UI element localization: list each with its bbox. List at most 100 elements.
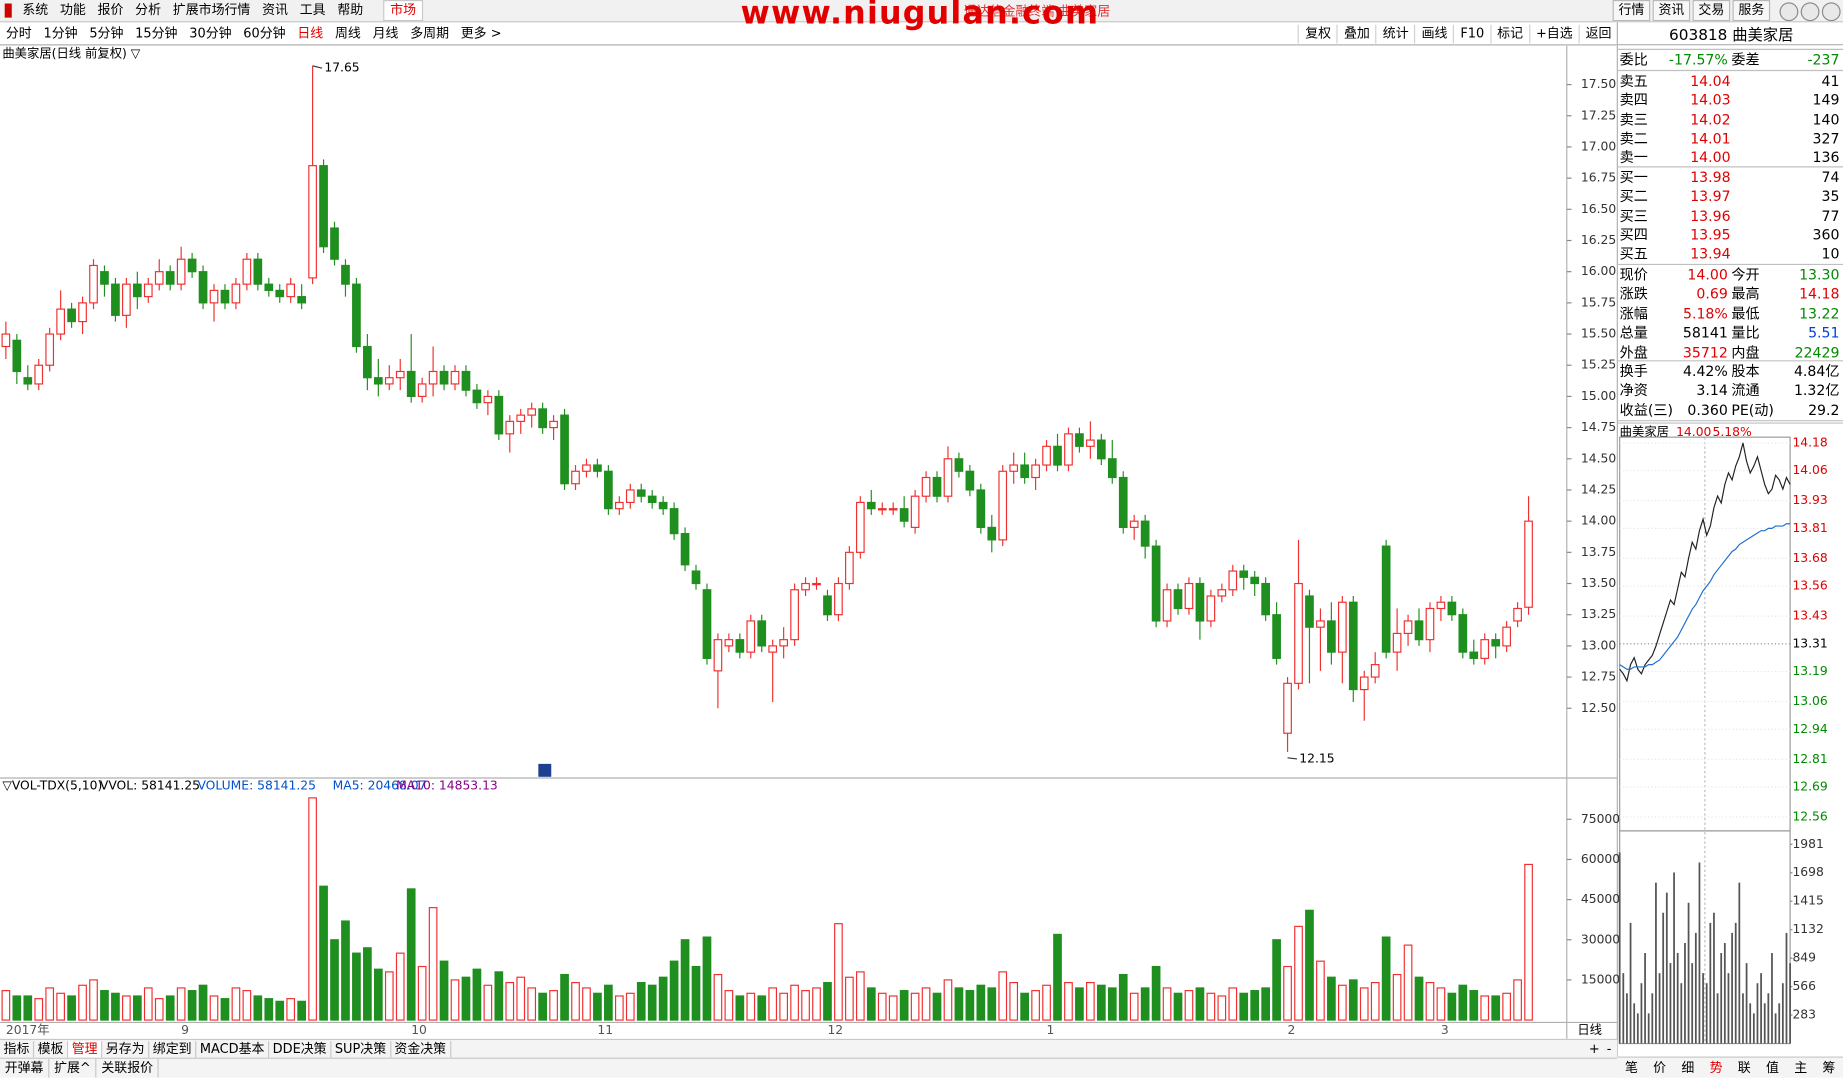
volume-bar: [823, 982, 832, 1021]
menu-item[interactable]: 市场: [383, 0, 424, 22]
menu-button[interactable]: 资讯: [1652, 0, 1691, 22]
window-restore[interactable]: [1800, 2, 1820, 22]
period-tab[interactable]: 月线: [372, 25, 399, 41]
quote-label: 委比: [1619, 51, 1648, 69]
period-tab[interactable]: 更多 >: [460, 25, 502, 41]
indicator-tabs: 指标 模板 管理 另存为 绑定到 MACD基本 DDE决策 SUP决策 资金决策 + -: [0, 1038, 1618, 1058]
candle-body: [812, 582, 821, 586]
bottom-item[interactable]: 关联报价: [97, 1058, 159, 1078]
menu-item[interactable]: 系统: [22, 2, 49, 18]
tool-button[interactable]: 画线: [1414, 24, 1454, 43]
period-tab[interactable]: 15分钟: [135, 25, 178, 41]
period-tab[interactable]: 日线: [297, 25, 324, 41]
window-minimize[interactable]: [1779, 2, 1799, 22]
volume-bar: [319, 885, 328, 1021]
volume-bar: [1075, 987, 1084, 1021]
indicator-tab[interactable]: SUP决策: [331, 1040, 391, 1058]
menu-item[interactable]: 扩展市场行情: [172, 2, 251, 18]
zoom-in[interactable]: +: [1588, 1040, 1600, 1056]
detail-tab[interactable]: 联: [1737, 1059, 1751, 1075]
period-tab[interactable]: 分时: [5, 25, 32, 41]
period-tab[interactable]: 30分钟: [189, 25, 232, 41]
period-tab[interactable]: 60分钟: [243, 25, 286, 41]
menu-bar: 系统 功能 报价 分析 扩展市场行情 资讯 工具 帮助 市场: [0, 0, 1843, 23]
volume-bar: [1348, 979, 1358, 1021]
candle-body: [1206, 595, 1216, 622]
bottom-item[interactable]: 扩展^: [49, 1058, 97, 1078]
tool-button[interactable]: F10: [1453, 24, 1490, 43]
tool-button[interactable]: 叠加: [1336, 24, 1376, 43]
tool-button[interactable]: +自选: [1528, 24, 1579, 43]
volume-bar: [78, 984, 87, 1021]
book-price: 14.00: [1690, 149, 1731, 166]
window-close[interactable]: [1821, 2, 1841, 22]
detail-tab[interactable]: 细: [1681, 1059, 1695, 1075]
indicator-tab[interactable]: DDE决策: [269, 1040, 332, 1058]
volume-bar: [439, 960, 449, 1021]
detail-tab[interactable]: 筹: [1822, 1059, 1836, 1075]
indicator-tab[interactable]: MACD基本: [196, 1040, 270, 1058]
candle-body: [658, 501, 668, 510]
y-tick-label: 283: [1792, 1008, 1816, 1022]
y-tick-label: 60000: [1581, 852, 1620, 866]
menu-item[interactable]: 功能: [59, 2, 86, 18]
stat-label: 今开: [1731, 266, 1760, 284]
menu-button[interactable]: 行情: [1612, 0, 1651, 22]
volume-bar: [724, 990, 734, 1021]
menu-item[interactable]: 资讯: [262, 2, 288, 18]
candle-body: [845, 551, 854, 585]
tool-button[interactable]: 返回: [1578, 24, 1618, 43]
volume-bar: [604, 984, 613, 1021]
stat-value: 4.84亿: [1793, 363, 1840, 380]
menu-button[interactable]: 服务: [1732, 0, 1771, 22]
candle-body: [1447, 601, 1457, 616]
candle-body: [647, 495, 657, 504]
volume-bar: [1359, 987, 1369, 1021]
indicator-tab[interactable]: 资金决策: [391, 1040, 451, 1058]
volume-bar: [582, 987, 591, 1021]
book-volume: 149: [1812, 92, 1840, 109]
candle-body: [1173, 589, 1183, 610]
volume-header: ▽VOL-TDX(5,10): [2, 779, 102, 793]
zoom-out[interactable]: -: [1606, 1040, 1612, 1056]
detail-tab[interactable]: 笔: [1624, 1059, 1638, 1075]
candle-body: [1294, 582, 1303, 684]
menu-item[interactable]: 帮助: [337, 2, 364, 18]
period-tab[interactable]: 多周期: [410, 25, 449, 41]
detail-tab[interactable]: 价: [1653, 1059, 1667, 1075]
indicator-tab[interactable]: 模板: [34, 1040, 69, 1058]
indicator-tab[interactable]: 指标: [0, 1040, 35, 1058]
candle-body: [384, 377, 394, 385]
candle-body: [461, 370, 471, 391]
candle-body: [899, 508, 909, 522]
menu-item[interactable]: 分析: [135, 2, 162, 18]
candle-body: [450, 370, 460, 385]
indicator-tab[interactable]: 绑定到: [149, 1040, 197, 1058]
period-tab[interactable]: 1分钟: [43, 25, 78, 41]
volume-bar: [976, 984, 986, 1021]
detail-tab[interactable]: 值: [1766, 1059, 1779, 1075]
period-tab[interactable]: 周线: [334, 25, 361, 41]
menu-item[interactable]: 报价: [97, 2, 124, 18]
tool-button[interactable]: 标记: [1490, 24, 1529, 43]
detail-tab[interactable]: 势: [1709, 1059, 1723, 1075]
volume-bar: [888, 995, 898, 1021]
tool-button[interactable]: 复权: [1298, 24, 1337, 43]
book-volume: 41: [1821, 72, 1840, 90]
candle-body: [669, 508, 679, 535]
y-tick-label: 12.69: [1792, 779, 1827, 793]
tool-button[interactable]: 统计: [1375, 24, 1415, 43]
indicator-tab[interactable]: 管理: [68, 1040, 103, 1058]
indicator-tab[interactable]: 另存为: [102, 1040, 150, 1058]
candle-body: [954, 458, 964, 472]
detail-tab[interactable]: 主: [1794, 1059, 1808, 1075]
volume-bar: [910, 992, 920, 1021]
period-tab[interactable]: 5分钟: [89, 25, 124, 41]
volume-bar: [341, 920, 350, 1021]
bottom-item[interactable]: 开弹幕: [0, 1058, 50, 1078]
menu-item[interactable]: 工具: [299, 2, 326, 18]
candle-body: [1283, 682, 1292, 734]
volume-bar: [549, 990, 558, 1021]
x-tick-label: 2017年: [6, 1023, 50, 1037]
menu-button[interactable]: 交易: [1692, 0, 1731, 22]
